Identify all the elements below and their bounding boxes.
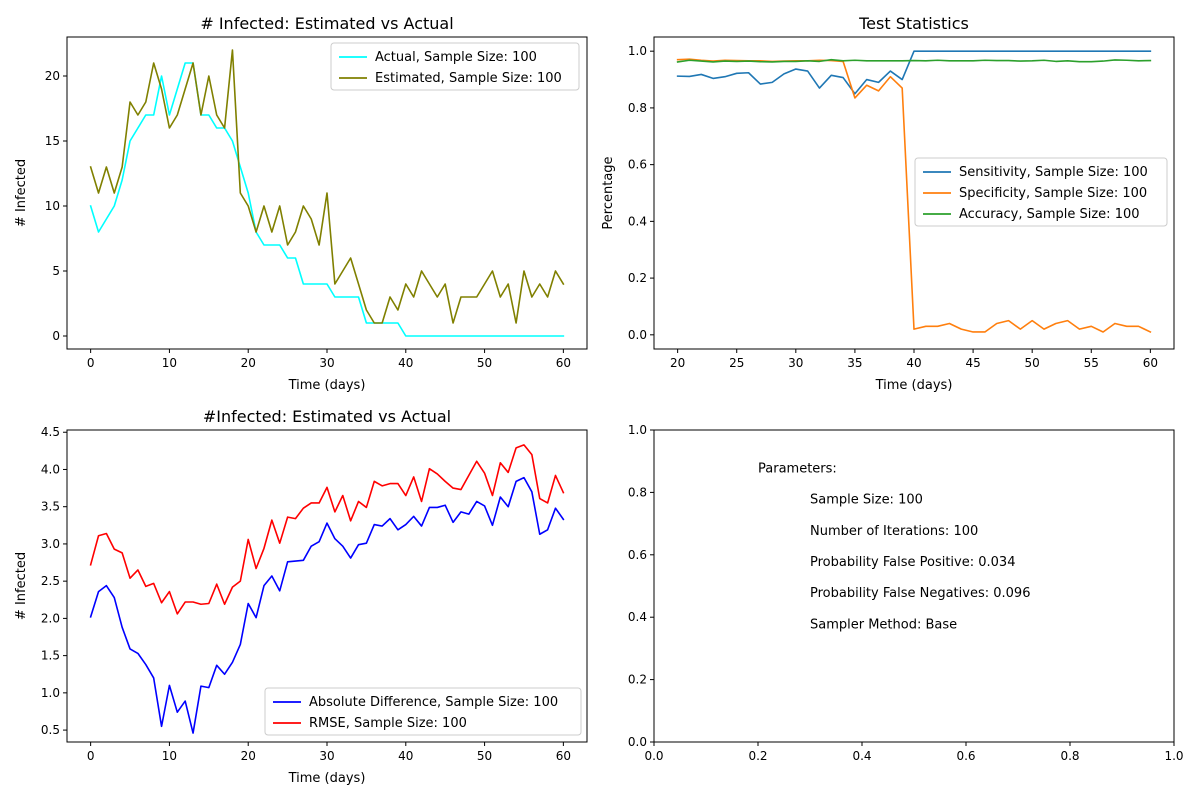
x-tick-label: 50: [1025, 356, 1040, 370]
legend-frame: [914, 157, 1168, 227]
x-tick-label: 0: [87, 356, 95, 370]
legend-frame: [330, 42, 580, 91]
x-tick-label: 10: [162, 749, 177, 763]
y-tick-label: 0.0: [628, 328, 647, 342]
y-tick-label: 4.5: [41, 425, 60, 439]
y-tick-label: 0.6: [628, 158, 647, 172]
y-tick-label: 10: [45, 199, 60, 213]
x-axis-label: Time (days): [288, 378, 366, 393]
y-tick-label: 3.0: [41, 537, 60, 551]
y-tick-label: 20: [45, 69, 60, 83]
legend-frame: [264, 687, 582, 736]
x-tick-label: 50: [477, 749, 492, 763]
x-tick-label: 0.0: [644, 749, 663, 763]
x-tick-label: 55: [1084, 356, 1099, 370]
series-line-2: [89, 49, 565, 324]
y-tick-label: 4.0: [41, 462, 60, 476]
chart-title: # Infected: Estimated vs Actual: [200, 14, 453, 33]
x-tick-label: 25: [729, 356, 744, 370]
y-tick-label: 2.5: [41, 574, 60, 588]
x-tick-label: 20: [241, 749, 256, 763]
x-tick-label: 0.2: [748, 749, 767, 763]
legend-label: Accuracy, Sample Size: 100: [959, 207, 1140, 222]
param-sample-size: Sample Size: 100: [810, 493, 923, 508]
x-tick-label: 40: [398, 356, 413, 370]
series-line-1: [676, 50, 1152, 95]
x-tick-label: 40: [398, 749, 413, 763]
x-tick-label: 40: [906, 356, 921, 370]
parameters-heading: Parameters:: [758, 461, 837, 476]
y-tick-label: 0.8: [628, 101, 647, 115]
x-tick-label: 20: [241, 356, 256, 370]
chart-4: Parameters: Sample Size: 100 Number of Ite…: [628, 423, 1184, 763]
x-tick-label: 60: [1143, 356, 1158, 370]
x-tick-label: 30: [319, 356, 334, 370]
y-tick-label: 0.2: [628, 673, 647, 687]
param-sampler-method: Sampler Method: Base: [810, 617, 957, 632]
x-tick-label: 60: [556, 356, 571, 370]
axes-frame: [653, 429, 1175, 743]
y-tick-label: 1.5: [41, 649, 60, 663]
chart-1: # Infected: Estimated vs Actual 0 10 20 30 40…: [14, 14, 588, 393]
legend: Absolute Difference, Sample Size: 100 RMS…: [264, 687, 582, 736]
y-tick-label: 0.4: [628, 610, 647, 624]
x-tick-label: 30: [319, 749, 334, 763]
y-tick-label: 1.0: [628, 423, 647, 437]
x-axis-label: Time (days): [288, 771, 366, 786]
series-line-1: [89, 62, 565, 337]
x-tick-label: 0.4: [852, 749, 871, 763]
x-tick-label: 30: [788, 356, 803, 370]
y-tick-label: 0.0: [628, 735, 647, 749]
x-tick-label: 45: [965, 356, 980, 370]
series-line-1: [89, 476, 565, 734]
y-tick-label: 2.0: [41, 611, 60, 625]
y-tick-label: 0.2: [628, 271, 647, 285]
legend-label: Actual, Sample Size: 100: [375, 50, 537, 65]
chart-title: #Infected: Estimated vs Actual: [203, 407, 451, 426]
y-axis-label: Percentage: [601, 156, 616, 229]
y-tick-label: 0.4: [628, 214, 647, 228]
y-tick-label: 1.0: [41, 686, 60, 700]
y-tick-label: 0.6: [628, 548, 647, 562]
legend-label: Specificity, Sample Size: 100: [959, 186, 1147, 201]
x-tick-label: 0.8: [1060, 749, 1079, 763]
x-tick-label: 50: [477, 356, 492, 370]
param-false-positive: Probability False Positive: 0.034: [810, 555, 1015, 570]
legend-label: RMSE, Sample Size: 100: [309, 716, 467, 731]
x-tick-label: 20: [670, 356, 685, 370]
x-tick-label: 1.0: [1164, 749, 1183, 763]
x-tick-label: 10: [162, 356, 177, 370]
y-tick-label: 0.8: [628, 485, 647, 499]
chart-title: Test Statistics: [858, 14, 969, 33]
x-tick-label: 60: [556, 749, 571, 763]
param-false-negatives: Probability False Negatives: 0.096: [810, 586, 1030, 601]
y-tick-label: 15: [45, 134, 60, 148]
x-tick-label: 0: [87, 749, 95, 763]
legend-label: Estimated, Sample Size: 100: [375, 71, 562, 86]
x-tick-label: 35: [847, 356, 862, 370]
legend-label: Sensitivity, Sample Size: 100: [959, 165, 1148, 180]
legend: Actual, Sample Size: 100 Estimated, Sampl…: [330, 42, 580, 91]
chart-2: Test Statistics 20 25 30 35 40 45 50 55 60 0.0 0.2 0…: [601, 14, 1175, 393]
legend-label: Absolute Difference, Sample Size: 100: [309, 695, 558, 710]
y-tick-label: 5: [52, 264, 60, 278]
series-line-3: [676, 58, 1152, 63]
x-axis-label: Time (days): [875, 378, 953, 393]
param-iterations: Number of Iterations: 100: [810, 524, 978, 539]
chart-3: #Infected: Estimated vs Actual 0 10 20 30 40 5…: [14, 407, 588, 786]
y-tick-label: 0.5: [41, 723, 60, 737]
y-tick-label: 1.0: [628, 44, 647, 58]
y-tick-label: 3.5: [41, 500, 60, 514]
series-line-2: [89, 444, 565, 615]
y-tick-label: 0: [52, 329, 60, 343]
x-tick-label: 0.6: [956, 749, 975, 763]
legend: Sensitivity, Sample Size: 100 Specificity…: [914, 157, 1168, 227]
y-axis-label: # Infected: [14, 552, 29, 620]
y-axis-label: # Infected: [14, 159, 29, 227]
